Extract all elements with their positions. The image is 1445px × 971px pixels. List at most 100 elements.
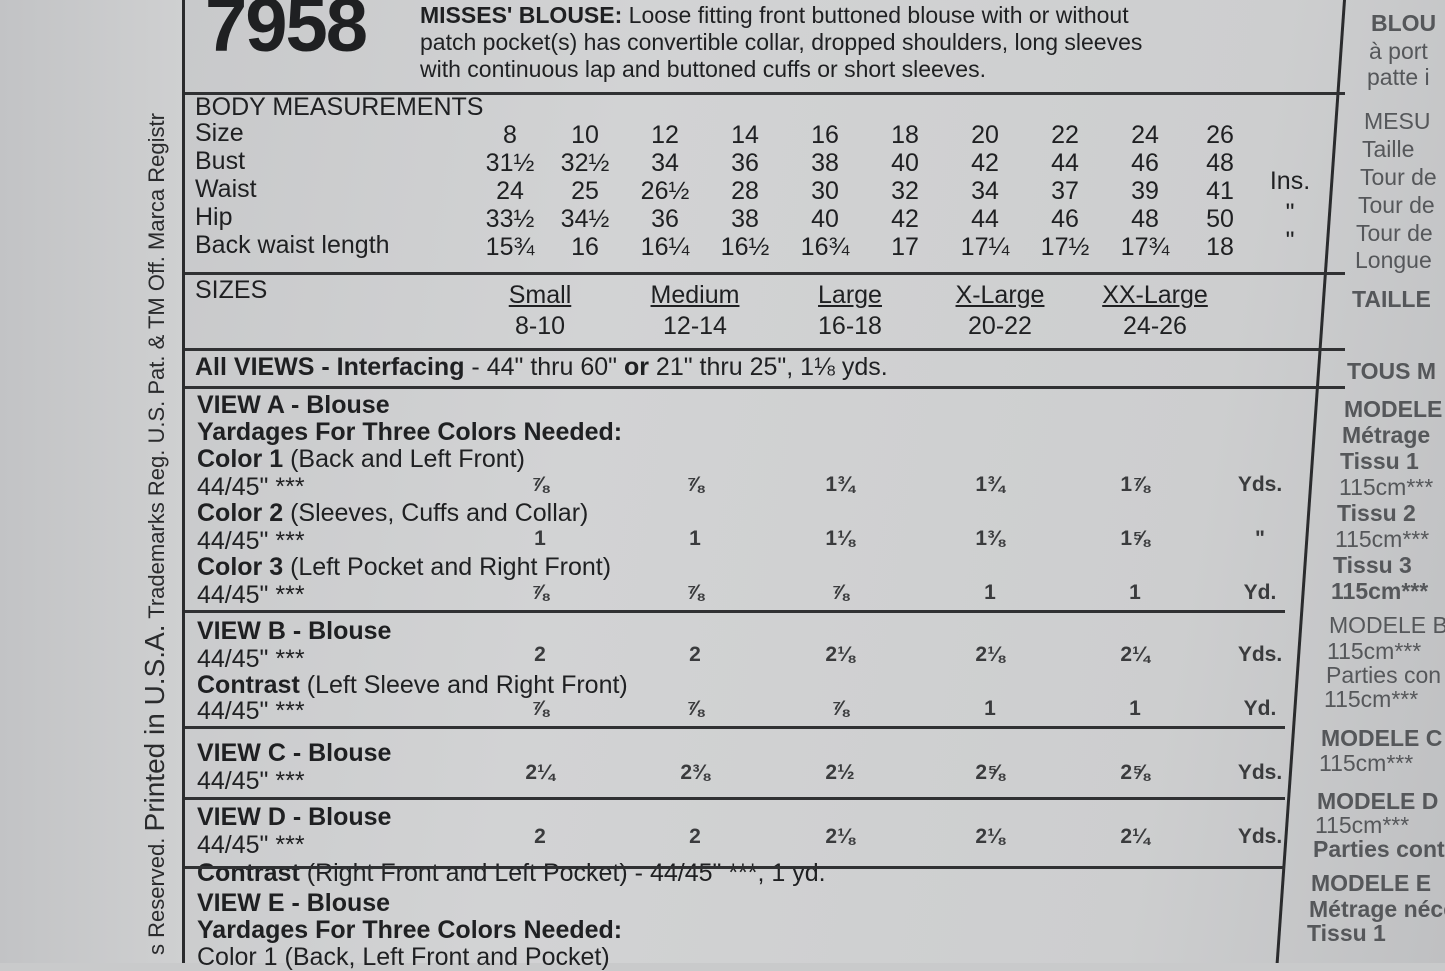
description-line: Loose fitting front buttoned blouse with…	[628, 2, 1129, 28]
french-text: 115cm***	[1331, 578, 1429, 604]
yardage-value: 1⅜	[975, 527, 1005, 550]
measurement-value: 24	[1131, 121, 1159, 149]
measurement-value: 32	[891, 177, 919, 205]
measurement-value: 40	[891, 149, 919, 177]
french-text: MESU	[1364, 108, 1431, 134]
measurement-value: 32½	[560, 149, 610, 177]
fabric-label: Contrast	[197, 859, 300, 887]
measurement-value: 28	[731, 177, 759, 205]
measurement-label: Size	[195, 119, 244, 147]
yardage-value: 1⅛	[825, 527, 855, 550]
size-name: Large	[818, 282, 882, 308]
all-views-interfacing: All VIEWS - Interfacing - 44" thru 60" o…	[195, 354, 888, 380]
measurement-value: 34	[971, 177, 999, 205]
measurement-value: 22	[1051, 121, 1079, 149]
yardage-row-label: Contrast (Left Sleeve and Right Front)	[197, 672, 628, 698]
yardage-unit: Yds.	[1237, 825, 1283, 848]
measurement-value: 17½	[1040, 233, 1090, 261]
french-text: MODELE D	[1317, 788, 1439, 814]
measurement-value: 50	[1206, 205, 1234, 233]
size-name: XX-Large	[1102, 282, 1208, 308]
french-text: 115cm***	[1319, 750, 1414, 776]
measurement-value: 18	[1206, 233, 1234, 261]
french-text: Longue	[1355, 247, 1432, 273]
copyright-margin-text: s Reserved. Printed in U.S.A. Trademarks…	[139, 113, 172, 955]
divider-line	[185, 92, 1345, 95]
size-name-text: Medium	[650, 281, 740, 309]
yardage-value: ⅞	[831, 581, 849, 604]
sizes-title: SIZES	[195, 276, 268, 304]
french-text: 115cm***	[1327, 638, 1422, 664]
yardage-value: 2¼	[1120, 825, 1150, 848]
measurement-label: Back waist length	[195, 231, 390, 259]
yardage-row-label: Color 2 (Sleeves, Cuffs and Collar)	[197, 500, 588, 526]
size-name-text: X-Large	[955, 281, 1045, 309]
yardage-value: 1	[984, 697, 996, 720]
description-line: patch pocket(s) has convertible collar, …	[420, 29, 1143, 55]
interfacing-text: - 44" thru 60"	[464, 353, 624, 381]
yardage-value: 2	[534, 825, 546, 848]
ditto-mark: "	[1285, 199, 1295, 227]
french-text: MODELE E	[1311, 870, 1432, 896]
measurement-value: 10	[571, 121, 599, 149]
french-text: TAILLE	[1352, 286, 1431, 312]
yardage-value: ⅞	[531, 473, 549, 496]
french-text: TOUS M	[1347, 358, 1437, 384]
yardage-value: 2	[534, 643, 546, 666]
measurement-value: 48	[1131, 205, 1159, 233]
french-text: Tissu 1	[1307, 920, 1386, 946]
yardage-value: 1⅝	[1120, 527, 1150, 550]
measurement-value: 41	[1206, 177, 1234, 205]
yardage-value: 2⅝	[975, 761, 1005, 784]
yardage-value: ⅞	[686, 697, 704, 720]
size-range: 8-10	[514, 312, 566, 340]
yardage-value: 1	[534, 527, 546, 550]
yardage-unit: Yds.	[1237, 473, 1283, 496]
measurement-value: 36	[651, 205, 679, 233]
measurement-value: 34	[651, 149, 679, 177]
measurement-value: 8	[503, 121, 517, 149]
measurement-value: 16	[571, 233, 599, 261]
yardage-row-label: Color 1 (Back and Left Front)	[197, 446, 525, 472]
yardage-value: 2⅛	[975, 643, 1005, 666]
measurement-value: 26½	[640, 177, 690, 205]
yardage-unit: Yds.	[1237, 643, 1283, 666]
fabric-label: Color 3	[197, 553, 284, 581]
yardage-value: 2⅜	[680, 761, 710, 784]
pattern-number: 7958	[205, 0, 368, 68]
yardage-unit: Yds.	[1237, 761, 1283, 784]
measurement-value: 14	[731, 121, 759, 149]
yardage-value: 1¾	[975, 473, 1005, 496]
size-range: 24-26	[1123, 312, 1187, 340]
measurement-value: 44	[971, 205, 999, 233]
fabric-width: 44/45" ***	[197, 527, 305, 555]
trademark-text: Trademarks Reg. U.S. Pat. & TM Off. Marc…	[144, 113, 169, 619]
french-text: 115cm***	[1335, 526, 1430, 552]
french-text: Tissu 1	[1340, 448, 1419, 474]
french-text: Parties cont	[1313, 836, 1445, 862]
measurement-value: 16¼	[640, 233, 690, 261]
size-range: 16-18	[818, 312, 882, 340]
french-text: Tissu 2	[1337, 500, 1416, 526]
measurement-value: 34½	[560, 205, 610, 233]
measurement-value: 38	[731, 205, 759, 233]
measurement-label: Waist	[195, 175, 257, 203]
fabric-pieces: (Back and Left Front)	[283, 445, 525, 473]
all-views-label: All VIEWS - Interfacing	[195, 353, 465, 381]
divider-line	[185, 797, 1285, 800]
yardage-value: ⅞	[531, 581, 549, 604]
fabric-width: 44/45" ***	[197, 697, 305, 725]
yardage-value: 1¾	[825, 473, 855, 496]
view-title: VIEW C - Blouse	[197, 739, 392, 767]
measurement-value: 44	[1051, 149, 1079, 177]
french-text: MODELE B	[1329, 612, 1445, 638]
measurement-value: 20	[971, 121, 999, 149]
french-text: 115cm***	[1315, 812, 1410, 838]
measurement-value: 36	[731, 149, 759, 177]
yardage-value: 2¼	[525, 761, 555, 784]
interfacing-text: 21" thru 25", 1⅛ yds.	[648, 353, 888, 381]
printed-in-text: Printed in U.S.A.	[139, 624, 170, 832]
measurement-value: 46	[1051, 205, 1079, 233]
left-margin	[0, 0, 183, 963]
